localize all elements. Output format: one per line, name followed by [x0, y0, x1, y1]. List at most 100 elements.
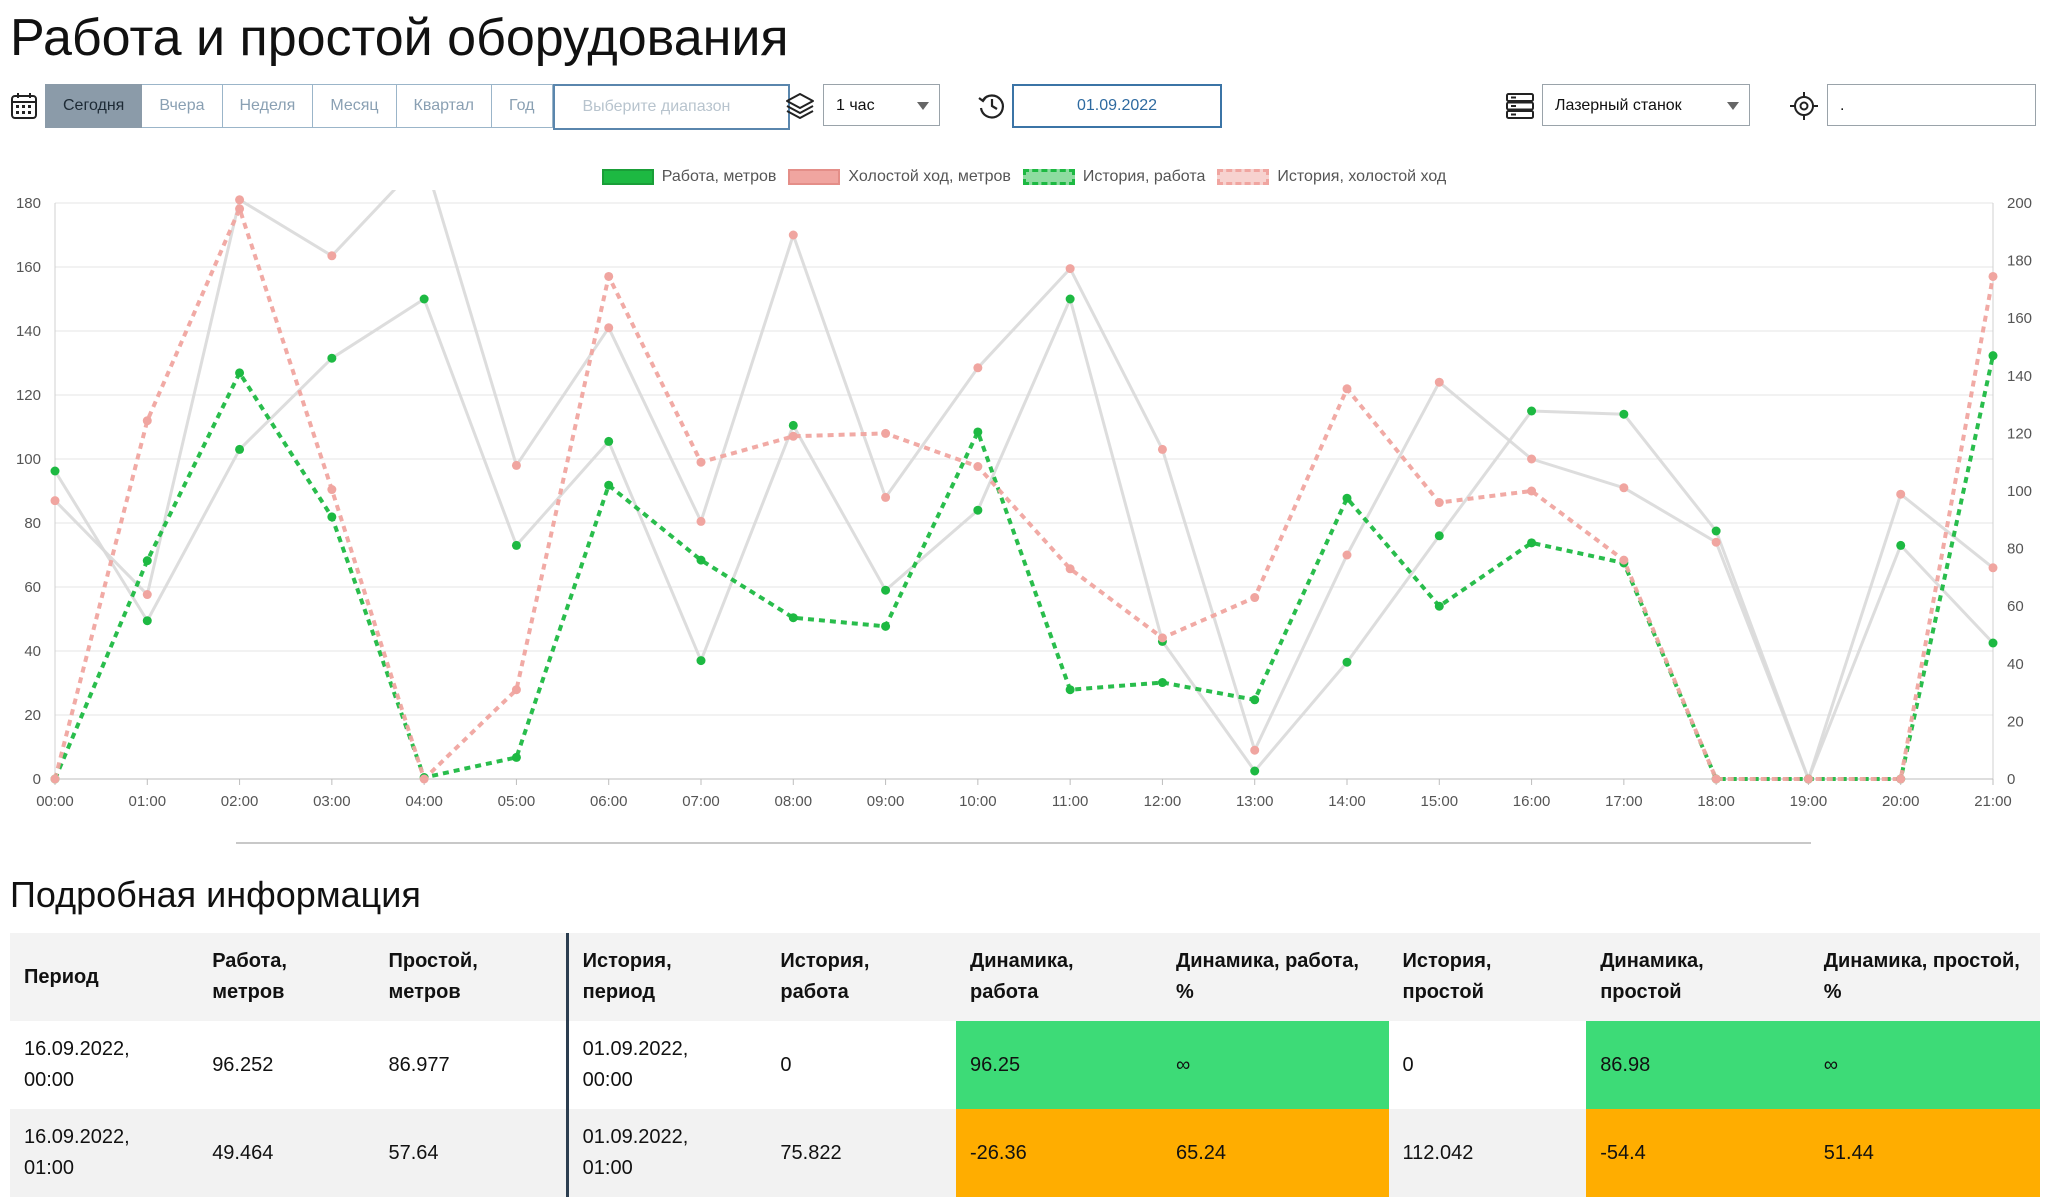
chevron-down-icon	[917, 102, 929, 110]
calendar-icon[interactable]	[8, 90, 40, 122]
interval-select[interactable]: 1 час	[823, 84, 940, 126]
legend-item[interactable]: История, работа	[1022, 168, 1205, 186]
column-header-label: работа	[970, 981, 1039, 1003]
column-header-label: Динамика,	[1600, 950, 1704, 972]
table-cell-hist-idle: 112.042	[1388, 1109, 1587, 1197]
series-point	[604, 480, 614, 490]
series-point	[511, 460, 521, 470]
y-right-tick-label: 180	[2007, 253, 2032, 270]
x-tick-label: 15:00	[1421, 793, 1459, 810]
series-point	[1711, 537, 1721, 547]
period-yesterday-button[interactable]: Вчера	[142, 84, 223, 128]
column-header-label: История,	[1402, 950, 1492, 972]
series-point	[1896, 489, 1906, 499]
series-point	[1988, 351, 1998, 361]
series-point	[881, 428, 891, 438]
legend-item[interactable]: История, холостой ход	[1217, 168, 1446, 186]
table-cell-dyn-idle-pct: ∞	[1809, 1021, 2040, 1109]
cell-line: 01:00	[582, 1157, 633, 1179]
series-point	[1434, 498, 1444, 508]
series-point	[327, 512, 337, 522]
column-header[interactable]: Динамика, работа,%	[1161, 933, 1389, 1021]
column-header[interactable]: История, период	[565, 933, 767, 1021]
series-point	[788, 613, 798, 623]
period-today-button[interactable]: Сегодня	[45, 84, 143, 128]
series-point	[142, 416, 152, 426]
series-point	[1434, 601, 1444, 611]
legend-item[interactable]: Холостой ход, метров	[788, 168, 1011, 186]
column-header[interactable]: Период	[10, 933, 199, 1021]
column-header-label: метров	[212, 981, 285, 1003]
series-point	[142, 590, 152, 600]
series-point	[1527, 406, 1537, 416]
series-point	[1896, 774, 1906, 784]
history-date-input[interactable]: 01.09.2022	[1012, 84, 1222, 128]
x-tick-label: 20:00	[1882, 793, 1920, 810]
date-range-input[interactable]: Выберите диапазон	[552, 84, 790, 130]
point-select[interactable]: .	[1827, 84, 2036, 126]
table-cell-hist-period: 01.09.2022, 01:00	[565, 1109, 767, 1197]
column-header-label: работа	[780, 981, 849, 1003]
series-point	[1342, 384, 1352, 394]
series-point	[696, 656, 706, 666]
table-row[interactable]: 16.09.2022, 01:00 49.464 57.64 01.09.2022, 01…	[10, 1109, 2040, 1197]
y-right-tick-label: 80	[2007, 541, 2024, 558]
series-point	[50, 774, 60, 784]
series-point	[327, 353, 337, 363]
column-header-label: Простой,	[388, 950, 478, 972]
table-cell-work: 49.464	[198, 1109, 375, 1197]
series-line	[53, 206, 1995, 781]
column-header[interactable]: Простой, метров	[374, 933, 568, 1021]
series-point	[1988, 638, 1998, 648]
chevron-down-icon	[1727, 102, 1739, 110]
x-tick-label: 16:00	[1513, 793, 1551, 810]
column-header-label: Период	[24, 965, 99, 988]
table-cell-hist-period: 01.09.2022, 00:00	[565, 1021, 767, 1109]
table-cell-dyn-work-pct: ∞	[1161, 1021, 1389, 1109]
chart-scrollbar[interactable]	[236, 842, 1811, 844]
series-point	[1342, 657, 1352, 667]
series-point	[1527, 538, 1537, 548]
column-header[interactable]: Динамика, простой,%	[1809, 933, 2040, 1021]
series-point	[1250, 745, 1260, 755]
legend-swatch	[1217, 169, 1270, 185]
series-line	[53, 355, 1995, 781]
chart: 0 20 40 60 80 100 120 140 160 180 0 20 40 60 80 100 120 1…	[16, 190, 2032, 810]
equipment-select-value: Лазерный станок	[1555, 97, 1682, 114]
series-point	[604, 271, 614, 281]
equipment-select[interactable]: Лазерный станок	[1542, 84, 1750, 126]
y-right-tick-label: 140	[2007, 368, 2032, 385]
y-left-tick-label: 40	[24, 643, 41, 660]
series-point	[696, 457, 706, 467]
x-tick-label: 21:00	[1974, 793, 2012, 810]
column-header[interactable]: История, простой	[1388, 933, 1587, 1021]
x-tick-label: 03:00	[313, 793, 351, 810]
chart-legend: Работа, метров Холостой ход, метров Истори…	[0, 168, 2048, 190]
table-row[interactable]: 16.09.2022, 00:00 96.252 86.977 01.09.2022, 0…	[10, 1021, 2040, 1109]
series-point	[973, 462, 983, 472]
column-header[interactable]: Динамика, простой	[1586, 933, 1810, 1021]
legend-label: Холостой ход, метров	[848, 168, 1011, 185]
series-point	[511, 540, 521, 550]
y-left-tick-label: 160	[16, 259, 41, 276]
period-quarter-button[interactable]: Квартал	[396, 84, 493, 128]
legend-item[interactable]: Работа, метров	[601, 168, 776, 186]
period-year-button[interactable]: Год	[492, 84, 553, 128]
column-header[interactable]: Работа, метров	[198, 933, 375, 1021]
layers-icon	[786, 93, 814, 119]
series-line	[53, 190, 1994, 781]
column-header[interactable]: История, работа	[766, 933, 957, 1021]
x-tick-label: 09:00	[867, 793, 905, 810]
column-header-label: Динамика, простой,	[1823, 950, 2020, 972]
column-header[interactable]: Динамика, работа	[956, 933, 1162, 1021]
series-point	[235, 368, 245, 378]
y-right-tick-label: 160	[2007, 310, 2032, 327]
y-right-tick-label: 100	[2007, 483, 2032, 500]
period-month-button[interactable]: Месяц	[313, 84, 397, 128]
x-tick-label: 10:00	[959, 793, 997, 810]
cell-line: 16.09.2022,	[24, 1038, 130, 1060]
series-point	[881, 492, 891, 502]
period-week-button[interactable]: Неделя	[222, 84, 314, 128]
table-cell-hist-idle: 0	[1388, 1021, 1587, 1109]
period-selector: Сегодня Вчера Неделя Месяц Квартал Год В…	[45, 84, 790, 130]
